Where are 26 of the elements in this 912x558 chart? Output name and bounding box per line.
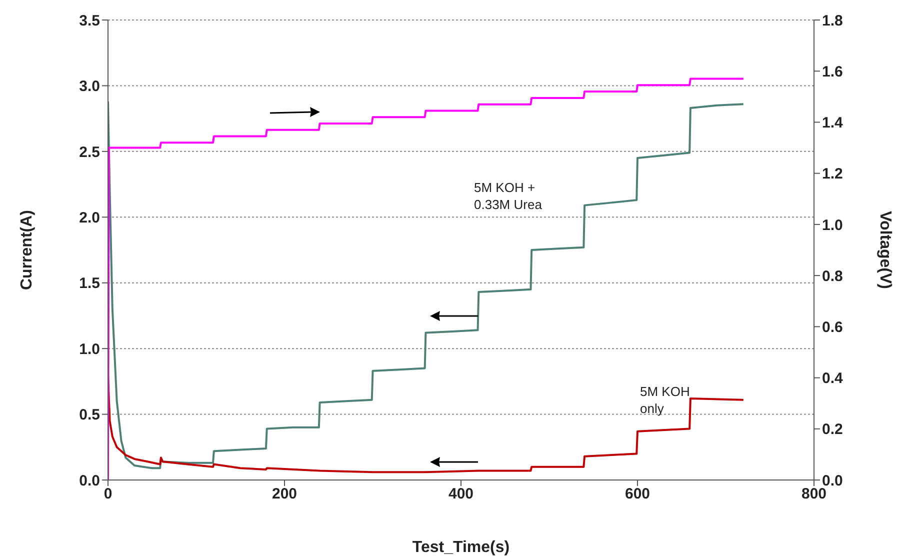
y2-axis-title: Voltage(V) xyxy=(876,211,894,289)
y-tick-label: 2.0 xyxy=(79,209,100,226)
y2-tick-label: 1.8 xyxy=(822,12,843,30)
y2-tick-label: 1.6 xyxy=(822,63,843,80)
y-tick-label: 3.0 xyxy=(79,78,100,96)
y-tick-label: 3.5 xyxy=(79,12,100,30)
y2-tick-label: 0.4 xyxy=(822,370,844,388)
annotation: 5M KOH + 0.33M Urea xyxy=(474,180,543,212)
y2-tick-label: 1.0 xyxy=(822,216,843,234)
y-tick-label: 2.5 xyxy=(79,144,100,161)
x-tick-label: 0 xyxy=(104,486,112,503)
y2-tick-label: 1.4 xyxy=(822,114,844,132)
y2-tick-label: 0.2 xyxy=(822,421,843,438)
x-tick-label: 400 xyxy=(448,486,474,503)
y-tick-label: 0.5 xyxy=(79,406,100,424)
y2-tick-label: 0.8 xyxy=(822,268,843,285)
y-tick-label: 0.0 xyxy=(79,472,100,490)
annotation: 5M KOH only xyxy=(640,384,690,416)
x-tick-label: 600 xyxy=(624,486,650,503)
x-tick-label: 200 xyxy=(272,486,298,503)
y-axis-title: Current(A) xyxy=(18,210,36,290)
y2-tick-label: 1.2 xyxy=(822,166,843,183)
y-tick-label: 1.0 xyxy=(79,340,100,358)
y-tick-label: 1.5 xyxy=(79,275,100,292)
x-axis-title: Test_Time(s) xyxy=(412,539,510,556)
y2-tick-label: 0.6 xyxy=(822,318,843,336)
